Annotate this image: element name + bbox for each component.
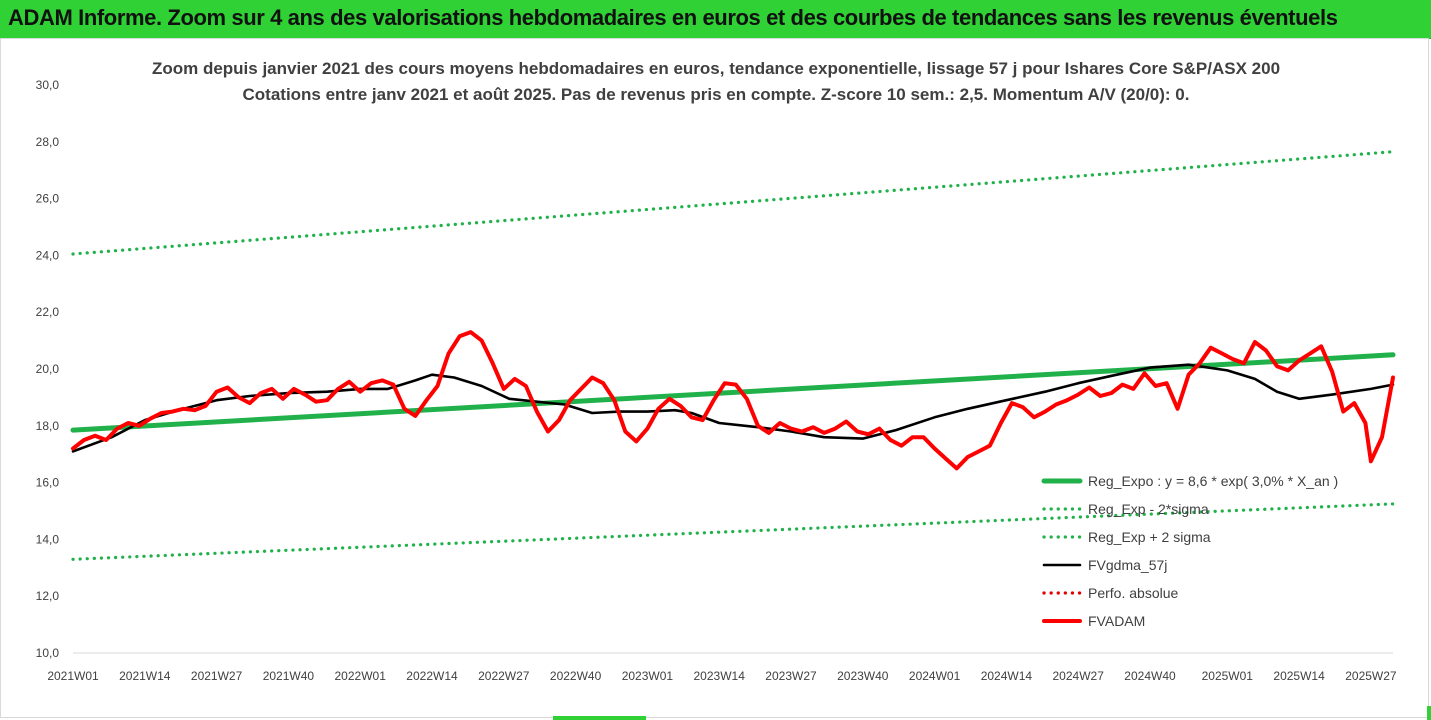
x-tick-label: 2025W14: [1273, 669, 1325, 683]
x-tick-label: 2024W40: [1124, 669, 1176, 683]
chart-subtitle: Cotations entre janv 2021 et août 2025. …: [243, 85, 1190, 104]
x-tick-label: 2023W14: [694, 669, 746, 683]
x-tick-label: 2022W27: [478, 669, 530, 683]
y-tick-label: 30,0: [36, 78, 60, 92]
y-tick-label: 12,0: [36, 589, 60, 603]
x-tick-label: 2021W14: [119, 669, 171, 683]
corner-accent-bar: [1427, 706, 1431, 720]
series-line-3: [71, 363, 1395, 453]
y-axis: 10,0 12,0 14,0 16,0 18,0 20,0 22,0 24,0 26,0 28,0…: [36, 78, 60, 660]
x-tick-label: 2021W40: [263, 669, 315, 683]
series-line-1: [71, 502, 1395, 561]
legend-label: FVgdma_57j: [1088, 557, 1167, 573]
report-banner: ADAM Informe. Zoom sur 4 ans des valoris…: [0, 0, 1431, 39]
x-tick-label: 2024W14: [981, 669, 1033, 683]
x-tick-label: 2022W14: [406, 669, 458, 683]
y-tick-label: 22,0: [36, 305, 60, 319]
legend-label: FVADAM: [1088, 613, 1145, 629]
x-tick-label: 2023W40: [837, 669, 889, 683]
x-tick-label: 2022W01: [335, 669, 387, 683]
x-tick-label: 2022W40: [550, 669, 602, 683]
y-tick-label: 14,0: [36, 532, 60, 546]
y-tick-label: 18,0: [36, 419, 60, 433]
series-line-2: [71, 150, 1395, 256]
x-tick-label: 2023W27: [765, 669, 817, 683]
x-tick-label: 2025W01: [1202, 669, 1254, 683]
series-line-0: [70, 352, 1396, 433]
x-tick-label: 2024W01: [909, 669, 961, 683]
y-tick-label: 24,0: [36, 248, 60, 262]
report-title: ADAM Informe. Zoom sur 4 ans des valoris…: [8, 5, 1338, 30]
x-axis: 2021W01 2021W14 2021W27 2021W40 2022W01 2022W…: [47, 669, 1397, 683]
y-tick-label: 28,0: [36, 135, 60, 149]
legend-label: Reg_Exp - 2*sigma: [1088, 501, 1209, 517]
legend-label: Perfo. absolue: [1088, 585, 1178, 601]
x-tick-label: 2021W01: [47, 669, 99, 683]
x-tick-label: 2024W27: [1053, 669, 1105, 683]
chart-title: Zoom depuis janvier 2021 des cours moyen…: [152, 59, 1280, 78]
x-tick-label: 2023W01: [622, 669, 674, 683]
chart-frame: [0, 38, 1429, 718]
y-tick-label: 10,0: [36, 646, 60, 660]
bottom-accent-bar: [553, 716, 646, 720]
y-tick-label: 16,0: [36, 476, 60, 490]
series-line-5: [71, 330, 1395, 471]
plot-area: [70, 150, 1396, 561]
legend-label: Reg_Exp + 2 sigma: [1088, 529, 1211, 545]
legend-label: Reg_Expo : y = 8,6 * exp( 3,0% * X_an ): [1088, 473, 1338, 489]
y-tick-label: 20,0: [36, 362, 60, 376]
x-tick-label: 2025W27: [1345, 669, 1397, 683]
x-tick-label: 2021W27: [191, 669, 243, 683]
y-tick-label: 26,0: [36, 192, 60, 206]
legend: Reg_Expo : y = 8,6 * exp( 3,0% * X_an ) R…: [1041, 473, 1338, 629]
